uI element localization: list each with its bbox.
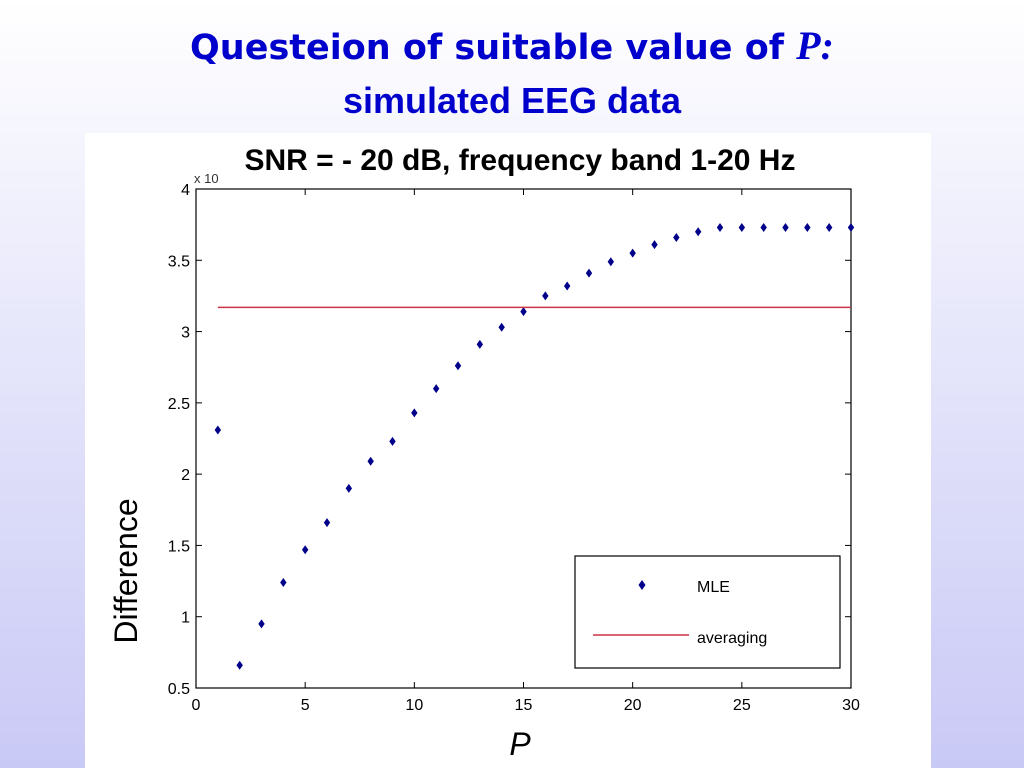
- slide-title-line1: Questeion of suitable value of P:: [0, 22, 1024, 69]
- y-tick-label: 4: [181, 182, 190, 199]
- y-tick-label: 1.5: [168, 538, 190, 555]
- mle-point: [301, 545, 309, 555]
- x-tick-label: 25: [733, 697, 751, 714]
- mle-point: [323, 518, 331, 528]
- mle-point: [432, 384, 440, 394]
- legend-averaging-label: averaging: [697, 630, 767, 647]
- x-tick-label: 5: [301, 697, 310, 714]
- mle-point: [651, 240, 658, 250]
- mle-point: [694, 227, 702, 237]
- mle-point: [629, 248, 636, 258]
- mle-point: [738, 222, 746, 232]
- mle-point: [280, 577, 287, 587]
- mle-point: [236, 660, 243, 670]
- mle-point: [804, 222, 811, 232]
- chart: SNR = - 20 dB, frequency band 1-20 Hz x …: [108, 144, 860, 762]
- mle-point: [847, 222, 855, 232]
- mle-point: [760, 222, 767, 232]
- mle-point: [585, 268, 593, 278]
- title-text: Questeion of suitable value of: [190, 28, 784, 68]
- mle-point: [411, 408, 418, 418]
- x-tick-label: 20: [624, 697, 642, 714]
- title-variable: P:: [796, 23, 834, 68]
- legend-mle-marker: [638, 580, 646, 590]
- mle-point: [716, 222, 724, 232]
- mle-point: [563, 281, 571, 291]
- y-tick-label: 0.5: [168, 681, 190, 698]
- mle-point: [258, 619, 265, 629]
- y-tick-label: 3.5: [168, 253, 190, 270]
- legend-mle-label: MLE: [697, 579, 730, 596]
- x-tick-label: 15: [515, 697, 533, 714]
- y-multiplier-label: x 10: [194, 171, 219, 186]
- mle-point: [498, 322, 505, 332]
- y-tick-label: 1: [181, 610, 190, 627]
- mle-point: [476, 339, 484, 349]
- chart-panel: SNR = - 20 dB, frequency band 1-20 Hz x …: [85, 133, 931, 768]
- mle-point: [520, 307, 527, 317]
- x-tick-label: 10: [405, 697, 423, 714]
- y-tick-label: 2.5: [168, 396, 190, 413]
- x-axis-label: P: [509, 726, 531, 762]
- mle-point: [673, 232, 680, 242]
- x-tick-label: 30: [842, 697, 860, 714]
- slide-title-line2: simulated EEG data: [342, 80, 682, 121]
- mle-point: [389, 436, 396, 446]
- legend-box: [574, 555, 841, 669]
- mle-point: [345, 483, 353, 493]
- y-tick-label: 2: [181, 467, 190, 484]
- mle-point: [367, 456, 374, 466]
- y-tick-label: 3: [181, 325, 190, 342]
- legend: MLE averaging: [574, 555, 841, 669]
- mle-point: [825, 222, 833, 232]
- x-tick-label: 0: [192, 697, 201, 714]
- mle-point: [454, 361, 462, 371]
- chart-title: SNR = - 20 dB, frequency band 1-20 Hz: [245, 144, 796, 177]
- mle-point: [214, 425, 222, 435]
- mle-point: [542, 291, 549, 301]
- y-axis-label: Difference: [108, 498, 144, 643]
- mle-point: [607, 257, 615, 267]
- mle-point: [782, 222, 789, 232]
